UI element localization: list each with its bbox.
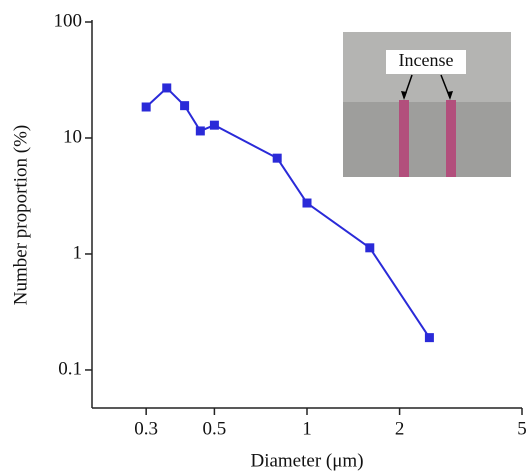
arrow-head (447, 91, 453, 100)
x-tick-label: 0.5 (203, 418, 227, 439)
arrow-head (401, 91, 407, 100)
data-point (302, 198, 312, 208)
y-tick-label: 100 (54, 10, 83, 31)
y-tick-label: 10 (63, 126, 82, 147)
x-tick-label: 2 (395, 418, 405, 439)
y-axis-label: Number proportion (%) (10, 125, 31, 305)
x-tick-label: 5 (517, 418, 527, 439)
x-tick-label: 1 (302, 418, 312, 439)
data-point (424, 333, 434, 343)
data-point (195, 126, 205, 136)
label-box (386, 50, 466, 74)
data-point (365, 243, 375, 253)
incense-stick (446, 100, 456, 177)
y-tick-label: 0.1 (58, 358, 82, 379)
data-point (162, 83, 172, 93)
data-point (209, 120, 219, 130)
x-tick-label: 0.3 (134, 418, 158, 439)
inset-photo: Incense (343, 32, 511, 177)
y-tick-label: 1 (73, 242, 83, 263)
data-point (141, 102, 151, 112)
incense-stick (399, 100, 409, 177)
x-axis-label: Diameter (μm) (250, 450, 363, 471)
annotation: Incense (399, 50, 454, 70)
data-point (272, 153, 282, 163)
data-point (180, 101, 190, 111)
